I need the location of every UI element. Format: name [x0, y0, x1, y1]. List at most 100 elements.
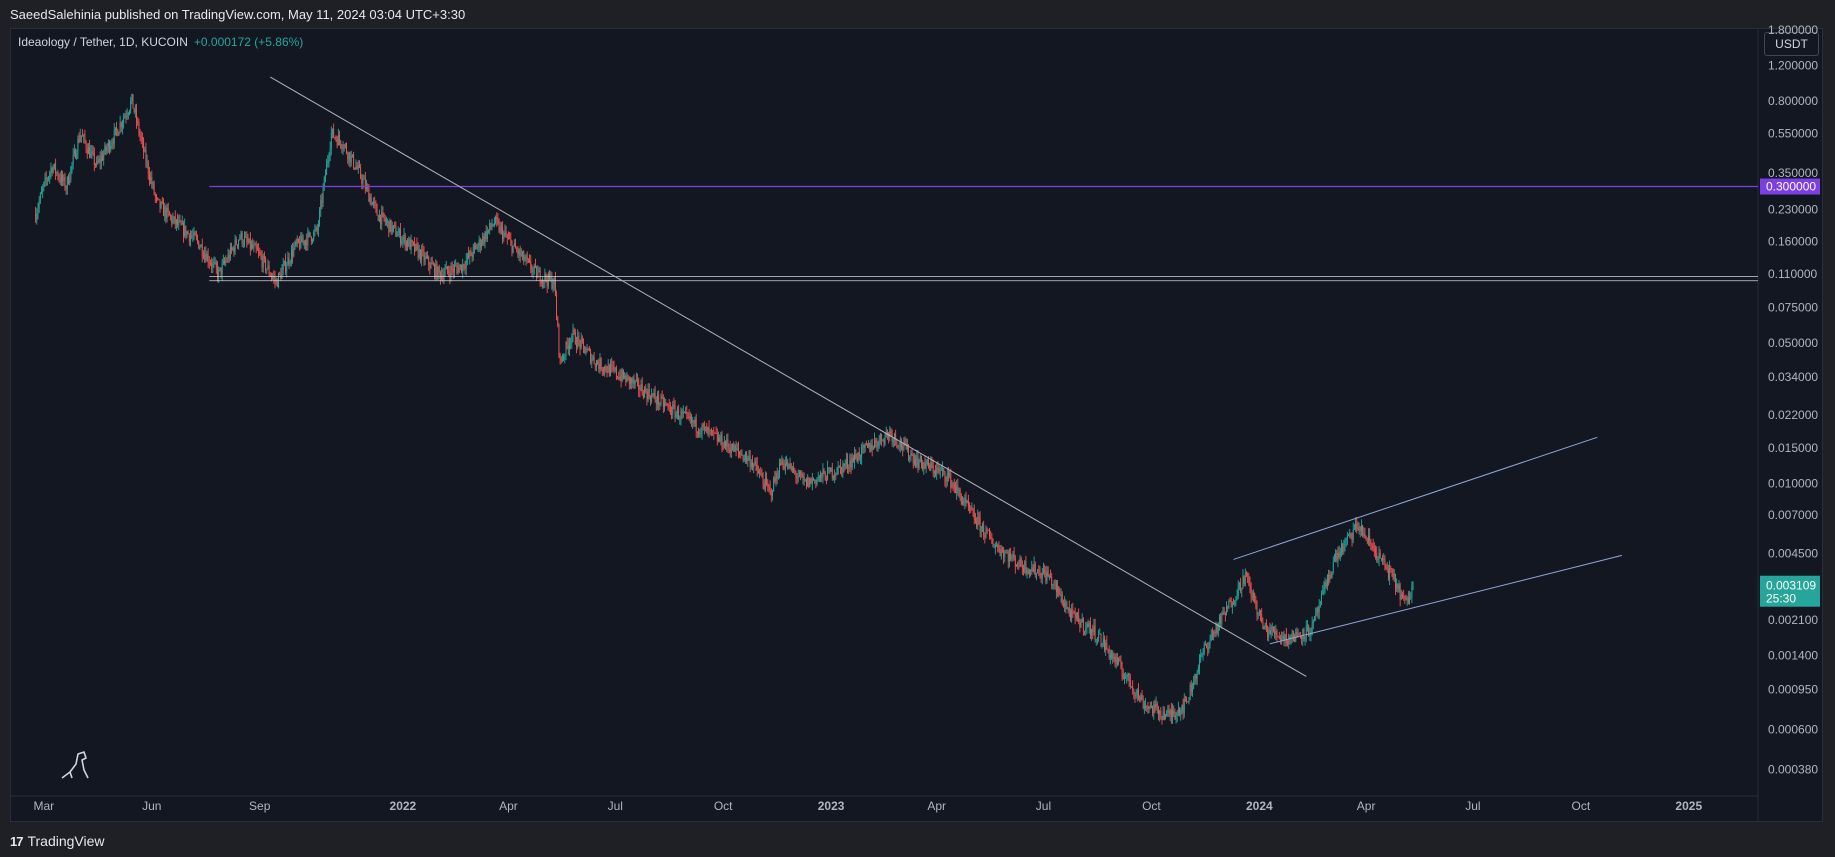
candle-body: [165, 207, 167, 219]
candle-body: [1315, 614, 1317, 617]
candle-body: [360, 167, 362, 178]
candle-body: [712, 430, 714, 432]
candle-body: [1272, 627, 1274, 632]
candle-body: [1006, 552, 1008, 554]
candle-body: [775, 473, 777, 482]
symbol-legend[interactable]: Ideaology / Tether, 1D, KUCOIN +0.000172 …: [18, 35, 303, 49]
candle-body: [936, 468, 938, 474]
candle-body: [1382, 558, 1384, 561]
candle-body: [109, 142, 111, 151]
candle-body: [1019, 557, 1021, 567]
candle-body: [953, 484, 955, 489]
candle-body: [1192, 688, 1193, 692]
candle-body: [845, 459, 847, 464]
dino-shape: [61, 751, 89, 779]
candle-body: [644, 388, 646, 398]
candle-body: [660, 396, 662, 404]
candle-body: [999, 551, 1001, 556]
candle-body: [709, 430, 711, 432]
candle-body: [928, 460, 929, 465]
candle-body: [1131, 686, 1132, 688]
candle-body: [1105, 642, 1107, 650]
candle-body: [272, 276, 274, 278]
candle-body: [1153, 704, 1155, 714]
candle-body: [965, 498, 967, 503]
candle-body: [878, 439, 880, 446]
candle-body: [437, 266, 439, 279]
candle-body: [1023, 568, 1024, 572]
candle-body: [1066, 607, 1068, 609]
candle-body: [917, 456, 919, 468]
candle-body: [1409, 598, 1410, 603]
candle-body: [125, 116, 127, 118]
candle-body: [1101, 644, 1103, 646]
candle-body: [919, 455, 921, 462]
candle-body: [1060, 594, 1062, 596]
candle-body: [1026, 570, 1028, 573]
candle-body: [57, 172, 59, 178]
candle-body: [1336, 553, 1338, 561]
candle-body: [551, 276, 553, 289]
tradingview-logo[interactable]: 17 TradingView: [10, 833, 105, 849]
candle-body: [322, 187, 324, 203]
candle-body: [567, 345, 569, 350]
chart-frame[interactable]: [10, 28, 1823, 822]
candle-body: [605, 366, 607, 371]
candle-body: [451, 266, 453, 270]
candle-body: [1363, 532, 1365, 537]
candle-body: [618, 377, 620, 380]
candle-body: [61, 174, 62, 182]
candle-body: [1199, 660, 1200, 669]
candle-body: [354, 167, 356, 170]
candle-body: [1287, 642, 1288, 644]
publisher-bar: SaeedSalehinia published on TradingView.…: [0, 0, 1835, 28]
candle-body: [463, 264, 465, 268]
candle-body: [1391, 569, 1393, 572]
candle-body: [1348, 533, 1349, 536]
candle-body: [1172, 710, 1173, 717]
candle-body: [1075, 612, 1077, 619]
candle-body: [921, 455, 922, 463]
candle-body: [200, 244, 202, 248]
candle-body: [1125, 676, 1127, 678]
candle-body: [1352, 529, 1354, 540]
candle-body: [1219, 616, 1220, 625]
candle-body: [289, 261, 291, 264]
candle-body: [1202, 653, 1204, 655]
candle-body: [62, 174, 64, 182]
candle-body: [769, 487, 771, 490]
candle-body: [141, 138, 143, 141]
candle-body: [168, 211, 170, 216]
candle-body: [874, 440, 875, 448]
candle-body: [1373, 548, 1375, 551]
candle-body: [343, 145, 345, 149]
candle-body: [1072, 610, 1074, 611]
currency-button[interactable]: USDT: [1764, 32, 1819, 56]
candle-body: [184, 225, 186, 236]
candle-body: [59, 178, 61, 182]
candle-body: [844, 463, 846, 467]
candle-body: [1270, 630, 1272, 635]
candle-body: [1291, 630, 1293, 638]
candle-body: [122, 123, 123, 128]
channel-line-upper: [1233, 436, 1598, 560]
candle-body: [600, 358, 602, 370]
candle-body: [1207, 646, 1209, 651]
candle-body: [1116, 657, 1118, 665]
candle-body: [119, 122, 121, 133]
candle-body: [794, 470, 796, 473]
candle-body: [1396, 583, 1398, 589]
candle-body: [905, 443, 907, 450]
candle-body: [312, 239, 313, 242]
resistance-price-badge: [1760, 178, 1820, 195]
x-tick-label: Jun: [142, 799, 161, 813]
candle-body: [550, 276, 552, 280]
candle-body: [1031, 567, 1033, 572]
candle-body: [599, 358, 601, 369]
candle-body: [261, 256, 263, 268]
candle-body: [87, 146, 89, 154]
candle-body: [206, 254, 208, 262]
candle-body: [753, 464, 755, 468]
candle-body: [627, 375, 629, 377]
